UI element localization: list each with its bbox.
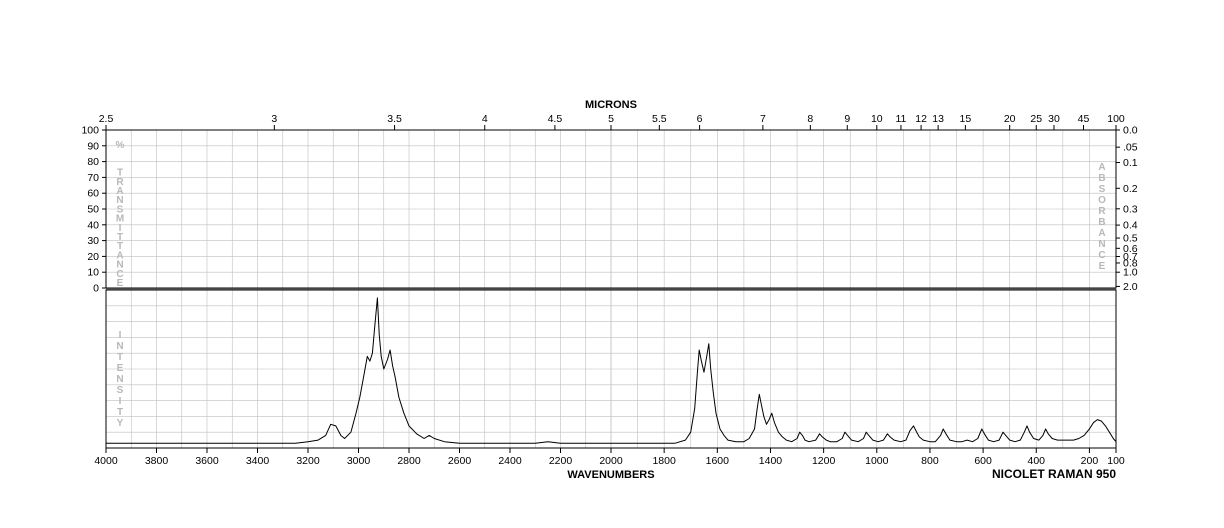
wavenumber-tick-label: 200 <box>1081 455 1099 467</box>
wavenumber-tick-label: 600 <box>974 455 992 467</box>
axis-vertical-letter: S <box>1099 184 1106 195</box>
micron-tick-label: 12 <box>915 113 927 125</box>
transmittance-tick-label: 30 <box>87 235 99 247</box>
micron-tick-label: 5.5 <box>652 113 667 125</box>
axis-vertical-letter: B <box>1098 217 1105 228</box>
axis-vertical-letter: O <box>1098 195 1106 206</box>
micron-tick-label: 100 <box>1107 113 1125 125</box>
transmittance-tick-label: 100 <box>81 125 99 137</box>
absorbance-tick-label: 0.1 <box>1123 157 1138 169</box>
micron-tick-label: 10 <box>871 113 883 125</box>
wavenumber-tick-label: 3200 <box>296 455 320 467</box>
absorbance-tick-label: 2.0 <box>1123 281 1138 293</box>
transmittance-tick-label: 50 <box>87 204 99 216</box>
wavenumber-tick-label: 2400 <box>498 455 522 467</box>
transmittance-tick-label: 0 <box>93 283 99 295</box>
axis-vertical-letter: Y <box>117 418 124 429</box>
micron-tick-label: 4 <box>482 113 488 125</box>
transmittance-tick-label: 40 <box>87 219 99 231</box>
micron-tick-label: 11 <box>895 113 906 125</box>
axis-vertical-letter: E <box>117 278 124 289</box>
micron-tick-label: 13 <box>932 113 944 125</box>
wavenumber-tick-label: 1400 <box>759 455 783 467</box>
wavenumber-tick-label: 4000 <box>94 455 118 467</box>
absorbance-tick-label: 0.3 <box>1123 203 1138 215</box>
x-axis-title: WAVENUMBERS <box>567 469 654 481</box>
wavenumber-tick-label: 800 <box>921 455 939 467</box>
axis-vertical-letter: N <box>1098 239 1105 250</box>
micron-tick-label: 7 <box>760 113 766 125</box>
micron-tick-label: 6 <box>697 113 703 125</box>
axis-vertical-letter: S <box>117 385 124 396</box>
spectrum-chart: 4000380036003400320030002800260024002200… <box>0 0 1224 528</box>
micron-tick-label: 5 <box>608 113 614 125</box>
axis-vertical-letter: A <box>1098 162 1105 173</box>
wavenumber-tick-label: 1800 <box>652 455 676 467</box>
axis-vertical-letter: N <box>116 341 123 352</box>
absorbance-tick-label: .05 <box>1123 142 1138 154</box>
transmittance-tick-label: 20 <box>87 251 99 263</box>
axis-vertical-letter: T <box>117 352 123 363</box>
wavenumber-tick-label: 2000 <box>599 455 623 467</box>
wavenumber-tick-label: 1200 <box>812 455 836 467</box>
axis-vertical-letter: R <box>1098 206 1106 217</box>
micron-tick-label: 25 <box>1030 113 1042 125</box>
wavenumber-tick-label: 3000 <box>347 455 371 467</box>
transmittance-tick-label: 70 <box>87 172 99 184</box>
axis-vertical-letter: A <box>1098 228 1105 239</box>
micron-tick-label: 9 <box>844 113 850 125</box>
transmittance-tick-label: 90 <box>87 140 99 152</box>
wavenumber-tick-label: 100 <box>1107 455 1125 467</box>
top-axis-title: MICRONS <box>585 99 637 111</box>
axis-vertical-letter: % <box>116 140 125 151</box>
wavenumber-tick-label: 400 <box>1027 455 1045 467</box>
axis-vertical-letter: E <box>117 363 124 374</box>
wavenumber-tick-label: 3600 <box>195 455 219 467</box>
axis-vertical-letter: N <box>116 374 123 385</box>
wavenumber-tick-label: 1000 <box>865 455 889 467</box>
micron-tick-label: 3.5 <box>387 113 402 125</box>
axis-vertical-letter: E <box>1099 261 1106 272</box>
transmittance-tick-label: 60 <box>87 188 99 200</box>
axis-vertical-letter: T <box>117 407 123 418</box>
wavenumber-tick-label: 3800 <box>145 455 169 467</box>
micron-tick-label: 3 <box>271 113 277 125</box>
micron-tick-label: 45 <box>1078 113 1090 125</box>
axis-vertical-letter: C <box>1098 250 1105 261</box>
instrument-label: NICOLET RAMAN 950 <box>992 467 1116 481</box>
transmittance-tick-label: 80 <box>87 156 99 168</box>
wavenumber-tick-label: 3400 <box>246 455 270 467</box>
wavenumber-tick-label: 2200 <box>549 455 573 467</box>
axis-vertical-letter: I <box>119 330 122 341</box>
axis-vertical-letter: I <box>119 396 122 407</box>
axis-vertical-letter: B <box>1098 173 1105 184</box>
micron-tick-label: 8 <box>807 113 813 125</box>
wavenumber-tick-label: 1600 <box>706 455 730 467</box>
micron-tick-label: 15 <box>960 113 972 125</box>
absorbance-tick-label: 0.4 <box>1123 220 1138 232</box>
micron-tick-label: 30 <box>1048 113 1060 125</box>
micron-tick-label: 20 <box>1004 113 1016 125</box>
micron-tick-label: 4.5 <box>548 113 563 125</box>
absorbance-tick-label: 0.2 <box>1123 183 1138 195</box>
wavenumber-tick-label: 2600 <box>448 455 472 467</box>
absorbance-tick-label: 1.0 <box>1123 267 1138 279</box>
transmittance-tick-label: 10 <box>87 267 99 279</box>
wavenumber-tick-label: 2800 <box>397 455 421 467</box>
absorbance-tick-label: 0.0 <box>1123 125 1138 137</box>
micron-tick-label: 2.5 <box>99 113 114 125</box>
